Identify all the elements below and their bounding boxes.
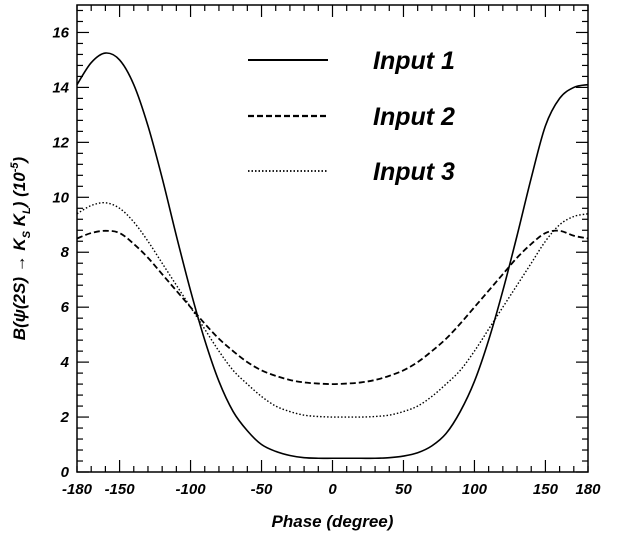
x-tick-label: -150 [105,481,136,498]
y-tick-label: 10 [52,189,69,206]
x-tick-label: -100 [176,481,207,498]
y-tick-label: 4 [60,354,70,371]
legend: Input 1 Input 2 Input 3 [248,47,455,186]
x-axis-title: Phase (degree) [272,512,394,531]
y-title-close: ) (10 [10,172,29,210]
legend-label-1: Input 1 [373,47,455,75]
y-title-exp: -5 [9,162,21,173]
legend-label-2: Input 2 [373,103,455,131]
y-title-sub1: S [21,230,33,238]
x-tick-label: -50 [251,481,273,498]
series-layer [76,52,589,460]
y-tick-label: 16 [52,24,69,41]
y-tick-label: 6 [61,299,70,316]
y-title-end: ) [10,156,29,164]
y-tick-label: 8 [61,244,70,261]
plot-frame [76,4,589,473]
y-title-mid: K [10,212,29,231]
x-tick-label: 50 [395,481,412,498]
y-title-sub2: L [21,207,33,214]
y-title-main: B(ψ(2S) → K [10,237,29,341]
x-tick-label: -180 [62,481,93,498]
x-tick-label: 150 [533,481,559,498]
y-tick-label: 2 [60,409,70,426]
series-line-2 [76,229,589,385]
y-tick-label: 14 [52,79,69,96]
x-tick-label: 100 [462,481,488,498]
x-tick-label: 180 [575,481,601,498]
x-tick-label: 0 [328,481,337,498]
y-axis-title: B(ψ(2S) → KS KL) (10-5) [9,156,33,340]
series-line-1 [76,52,589,460]
legend-label-3: Input 3 [373,158,455,186]
y-tick-label: 12 [52,134,69,151]
y-tick-label: 0 [61,464,70,481]
axes-frame-layer: -180 -150 -100 -50 0 50 100 150 180 0 2 4 6 8 10 12 14 16 [52,4,601,498]
series-line-3 [76,202,589,418]
